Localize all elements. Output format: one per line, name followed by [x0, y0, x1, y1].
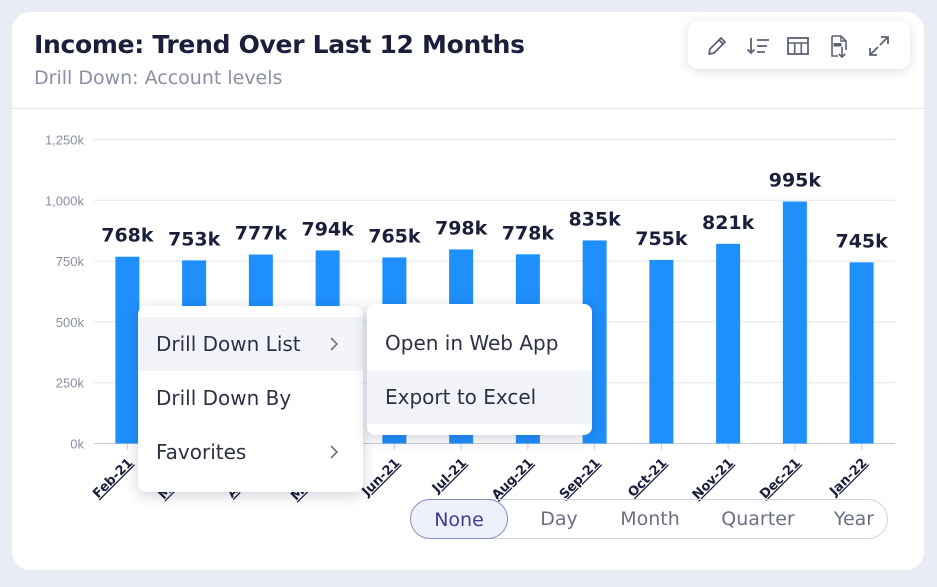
granularity-quarter[interactable]: Quarter [721, 508, 795, 530]
data-label: 821k [702, 212, 755, 234]
y-tick-label: 750k [56, 254, 85, 269]
bar [782, 201, 807, 444]
data-label: 765k [368, 225, 421, 247]
y-tick-label: 1,000k [45, 193, 85, 208]
data-label: 798k [435, 217, 488, 239]
drill-down-submenu: Open in Web App Export to Excel [367, 304, 592, 435]
data-label: 777k [235, 223, 288, 245]
menu-item-label: Export to Excel [385, 385, 537, 409]
x-tick-label: Sep-21 [557, 456, 604, 503]
granularity-day[interactable]: Day [540, 508, 578, 530]
bar [849, 262, 874, 444]
menu-item-favorites[interactable]: Favorites [138, 425, 363, 479]
bar [115, 256, 140, 444]
context-menu: Drill Down List Drill Down By Favorites [138, 306, 363, 492]
expand-icon[interactable] [866, 33, 892, 59]
y-tick-label: 0k [70, 437, 84, 452]
x-tick-label: Feb-21 [90, 456, 136, 502]
menu-item-open-in-web-app[interactable]: Open in Web App [367, 316, 592, 370]
chart-subtitle: Drill Down: Account levels [34, 67, 283, 89]
menu-item-drill-down-by[interactable]: Drill Down By [138, 371, 363, 425]
x-tick-label: Aug-21 [489, 456, 536, 503]
data-label: 768k [101, 225, 154, 247]
data-label: 794k [301, 218, 354, 240]
pencil-icon[interactable] [704, 33, 730, 59]
chart-title: Income: Trend Over Last 12 Months [34, 30, 525, 59]
data-label: 835k [568, 208, 621, 230]
menu-item-label: Favorites [156, 440, 247, 464]
x-tick-label: Nov-21 [690, 456, 737, 503]
table-icon[interactable] [785, 33, 811, 59]
data-label: 995k [769, 170, 822, 192]
chart-toolbar [688, 21, 910, 69]
chevron-right-icon [329, 425, 343, 479]
data-label: 778k [502, 222, 555, 244]
menu-item-export-to-excel[interactable]: Export to Excel [367, 370, 592, 424]
y-tick-label: 500k [56, 315, 85, 330]
bar [649, 259, 674, 444]
pdf-download-icon[interactable] [826, 33, 852, 59]
granularity-none[interactable]: None [410, 499, 508, 539]
x-tick-label: Dec-21 [757, 456, 804, 503]
granularity-selector: None Day Month Quarter Year [410, 499, 888, 539]
x-tick-label: Jun-21 [359, 456, 403, 500]
y-tick-label: 1,250k [45, 133, 85, 148]
chevron-right-icon [329, 317, 343, 371]
data-label: 745k [835, 230, 888, 252]
header-divider [12, 108, 924, 109]
x-tick-label: Jul-21 [429, 456, 470, 497]
menu-item-label: Open in Web App [385, 331, 559, 355]
data-label: 753k [168, 228, 221, 250]
x-tick-label: Oct-21 [625, 456, 670, 501]
y-tick-label: 250k [56, 376, 85, 391]
menu-item-label: Drill Down By [156, 386, 292, 410]
data-label: 755k [635, 228, 688, 250]
bar [716, 243, 741, 444]
granularity-month[interactable]: Month [620, 508, 680, 530]
granularity-year[interactable]: Year [833, 508, 875, 530]
menu-item-label: Drill Down List [156, 332, 301, 356]
menu-item-drill-down-list[interactable]: Drill Down List [138, 317, 363, 371]
x-tick-label: Jan-22 [826, 456, 870, 500]
sort-icon[interactable] [745, 33, 771, 59]
